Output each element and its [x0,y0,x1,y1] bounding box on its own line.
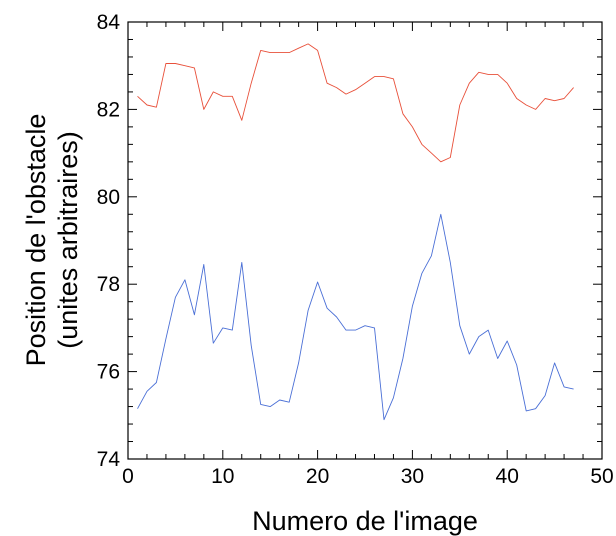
x-tick-label: 20 [306,465,329,488]
ticks [127,21,603,460]
y-tick-label: 74 [97,448,121,471]
y-tick-label: 76 [97,361,120,384]
series-line-1 [137,43,574,163]
y-tick-label: 84 [97,11,121,34]
y-tick-label: 82 [97,98,120,121]
x-axis-title: Numero de l'image [252,506,478,536]
series-line-2 [137,213,574,421]
x-tick-label: 30 [401,465,424,488]
y-axis-title: Position de l'obstacle (unites arbitrair… [21,114,83,367]
plot-frame [127,21,603,460]
y-axis-title-line-2: (unites arbitraires) [53,131,83,349]
x-tick-label: 40 [496,465,519,488]
tick-labels: 0 10 20 30 40 50 74 76 78 80 82 84 [97,11,614,488]
x-tick-label: 50 [590,465,613,488]
x-tick-label: 0 [122,465,134,488]
series-lines [137,43,574,421]
y-tick-label: 78 [97,273,120,296]
x-tick-label: 10 [211,465,234,488]
y-tick-label: 80 [97,186,120,209]
y-axis-title-line-1: Position de l'obstacle [21,114,51,367]
